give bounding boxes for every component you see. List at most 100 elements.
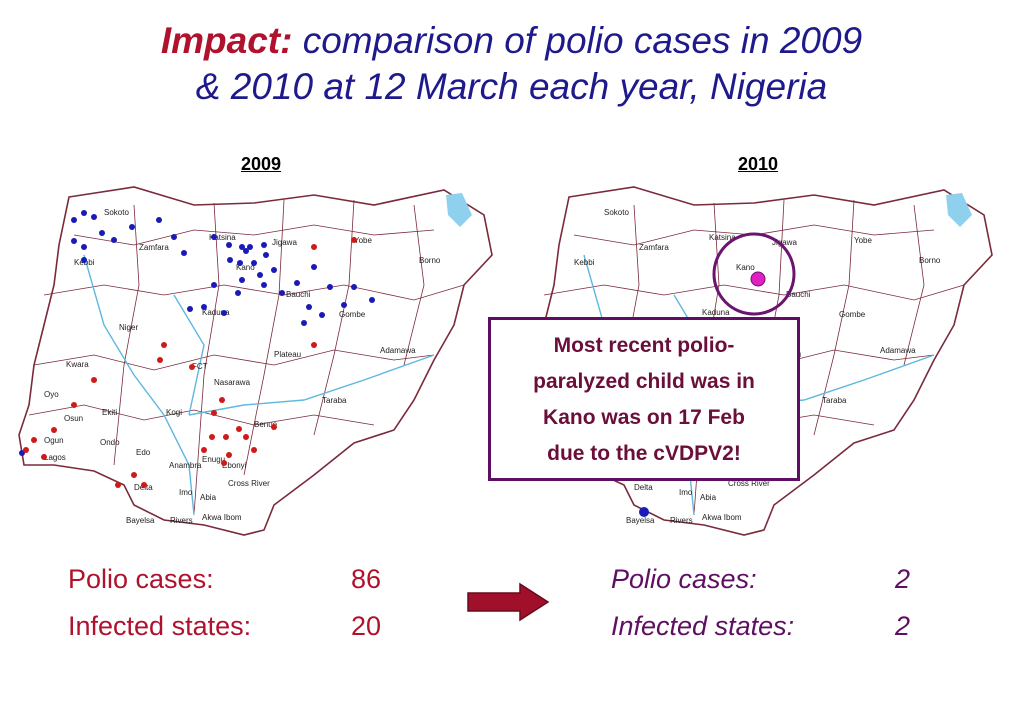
case-dot-red	[31, 437, 37, 443]
state-label-oyo: Oyo	[44, 390, 59, 399]
case-dot-blue	[91, 214, 97, 220]
state-label-gombe: Gombe	[839, 310, 866, 319]
state-label-gombe: Gombe	[339, 310, 366, 319]
stat-2009-states-value: 20	[351, 611, 382, 641]
case-dot-red	[351, 237, 357, 243]
case-dot-blue	[271, 267, 277, 273]
case-dot-red	[161, 342, 167, 348]
state-label-imo: Imo	[179, 488, 193, 497]
case-dot-red	[189, 364, 195, 370]
case-dot-blue	[237, 260, 243, 266]
case-dot-blue	[319, 312, 325, 318]
case-dot-blue	[294, 280, 300, 286]
state-label-ogun: Ogun	[44, 436, 64, 445]
state-label-bauchi: Bauchi	[786, 290, 811, 299]
state-label-plateau: Plateau	[274, 350, 301, 359]
state-label-katsina: Katsina	[709, 233, 736, 242]
state-label-kano: Kano	[736, 263, 755, 272]
state-label-ondo: Ondo	[100, 438, 120, 447]
case-dot-red	[91, 377, 97, 383]
callout-line4: due to the cVDPV2!	[547, 442, 741, 465]
state-label-fct: FCT	[192, 362, 208, 371]
case-dot-blue	[99, 230, 105, 236]
stat-2010-states-label: Infected states:	[611, 611, 795, 641]
state-label-ekiti: Ekiti	[102, 408, 117, 417]
case-dot-blue	[301, 320, 307, 326]
case-dot-red	[157, 357, 163, 363]
state-borders	[28, 199, 465, 516]
case-dot-blue	[81, 210, 87, 216]
state-label-taraba: Taraba	[822, 396, 847, 405]
case-dot-blue	[369, 297, 375, 303]
case-dot-red	[271, 424, 277, 430]
state-label-edo: Edo	[136, 448, 151, 457]
case-dot-red	[41, 454, 47, 460]
state-label-taraba: Taraba	[322, 396, 347, 405]
case-dot-blue	[239, 244, 245, 250]
case-dot-bayelsa	[639, 507, 649, 517]
case-dot-blue	[71, 217, 77, 223]
title-line1: comparison of polio cases in 2009	[302, 20, 863, 61]
state-label-yobe: Yobe	[854, 236, 873, 245]
stat-2010-cases-value: 2	[895, 564, 911, 594]
case-dot-red	[23, 447, 29, 453]
case-dot-blue	[211, 282, 217, 288]
case-dot-blue	[81, 257, 87, 263]
state-label-kebbi: Kebbi	[574, 258, 595, 267]
state-label-jigawa: Jigawa	[772, 238, 797, 247]
case-dot-blue	[129, 224, 135, 230]
case-dot-red	[311, 244, 317, 250]
case-dot-blue	[235, 290, 241, 296]
state-label-katsina: Katsina	[209, 233, 236, 242]
case-dot-red	[131, 472, 137, 478]
map-year-2009: 2009	[241, 154, 282, 174]
state-label-zamfara: Zamfara	[639, 243, 669, 252]
case-dot-blue	[71, 238, 77, 244]
map-year-2010: 2010	[738, 154, 779, 174]
stat-2010-cases-label: Polio cases:	[611, 564, 757, 594]
case-dot-red	[201, 447, 207, 453]
state-label-kaduna: Kaduna	[702, 308, 730, 317]
case-dot-blue	[111, 237, 117, 243]
nigeria-map-2009: SokotoZamfaraKatsinaJigawaYobeBornoKebbi…	[18, 186, 493, 536]
state-label-benue: Benue	[254, 420, 278, 429]
callout-line2: paralyzed child was in	[533, 370, 755, 393]
case-dot-red	[211, 410, 217, 416]
state-label-sokoto: Sokoto	[604, 208, 629, 217]
case-dot-red	[251, 447, 257, 453]
rivers	[83, 254, 435, 516]
state-label-bayelsa: Bayelsa	[126, 516, 155, 525]
state-label-cross-river: Cross River	[228, 479, 270, 488]
state-label-akwa-ibom: Akwa Ibom	[202, 513, 242, 522]
title-line2: & 2010 at 12 March each year, Nigeria	[195, 66, 828, 107]
state-label-rivers: Rivers	[670, 516, 693, 525]
case-dot-red	[51, 427, 57, 433]
state-label-anambra: Anambra	[169, 461, 202, 470]
lake-chad	[946, 193, 972, 227]
state-label-bayelsa: Bayelsa	[626, 516, 655, 525]
state-label-borno: Borno	[419, 256, 441, 265]
case-dot-red	[209, 434, 215, 440]
case-dot-red	[226, 452, 232, 458]
case-dot-kano	[750, 271, 766, 287]
case-dot-blue	[306, 304, 312, 310]
case-dot-red	[311, 342, 317, 348]
case-dot-blue	[156, 217, 162, 223]
case-dot-blue	[181, 250, 187, 256]
case-dot-blue	[221, 310, 227, 316]
case-dot-red	[236, 426, 242, 432]
state-label-jigawa: Jigawa	[272, 238, 297, 247]
callout-line1: Most recent polio-	[553, 334, 735, 357]
case-dot-red	[219, 397, 225, 403]
case-dot-blue	[187, 306, 193, 312]
callout-line3: Kano was on 17 Feb	[543, 406, 745, 429]
case-dot-blue	[171, 234, 177, 240]
case-dot-blue	[351, 284, 357, 290]
state-label-yobe: Yobe	[354, 236, 373, 245]
state-label-osun: Osun	[64, 414, 83, 423]
state-label-ebonyi: Ebonyi	[222, 461, 247, 470]
case-dot-blue	[251, 260, 257, 266]
nigeria-outline	[18, 186, 493, 536]
case-dot-blue	[226, 242, 232, 248]
stat-2009-cases-value: 86	[351, 564, 382, 594]
